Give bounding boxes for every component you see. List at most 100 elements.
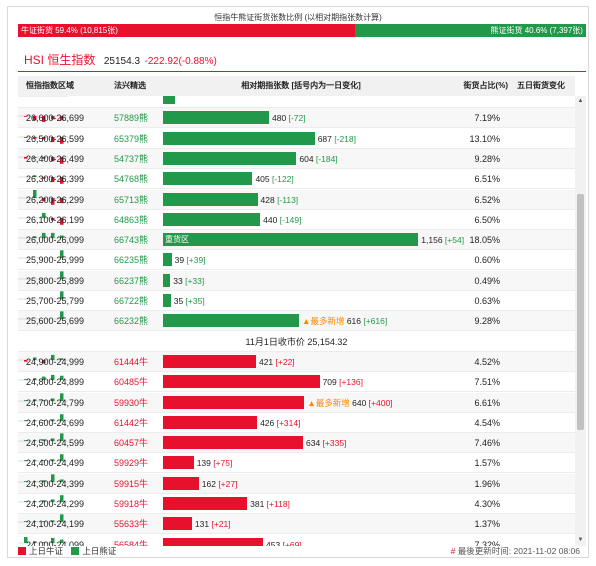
table-row[interactable]: 24,800-24,899 60485牛 709 [+136] 7.51% [18, 372, 575, 393]
cbbc-panel: 恒指牛熊证街货张数比例 (以相对期指张数计算) 牛证街货 59.4% (10,8… [7, 6, 589, 558]
table-row[interactable] [18, 96, 575, 108]
code-link[interactable]: 66722熊 [114, 296, 149, 306]
header-five-day: 五日街货变化 [517, 81, 565, 90]
sparkline-bar [42, 541, 46, 543]
table-row[interactable]: 25,600-25,699 66232熊 ▲最多新增 616 [+616] 9.28% [18, 311, 575, 332]
sparkline-bar [60, 539, 64, 543]
sparkline-bar [60, 291, 64, 299]
sparkline-bar [42, 177, 46, 179]
scrollbar[interactable]: ▲ ▼ [575, 96, 586, 546]
range-cell: 25,900-25,999 [26, 255, 85, 266]
share-pct: 1.37% [474, 519, 500, 530]
sparkline-bar [33, 357, 37, 360]
code-link[interactable]: 59930牛 [114, 397, 149, 408]
scroll-thumb[interactable] [577, 194, 584, 430]
code-link[interactable]: 59929牛 [114, 458, 149, 469]
count-label: 405 [-122] [255, 169, 293, 189]
code-link[interactable]: 55633牛 [114, 519, 149, 530]
code-link[interactable]: 59918牛 [114, 499, 149, 509]
table-row[interactable]: 24,000-24,099 56584牛 453 [+69] 7.32% [18, 535, 575, 546]
table-row[interactable]: 24,200-24,299 59918牛 381 [+118] 4.30% [18, 494, 575, 514]
table-row[interactable]: 26,000-26,099 66743熊 重货区 1,156 [+54] 18.05% [18, 230, 575, 251]
code-link[interactable]: 54737熊 [114, 153, 149, 164]
scroll-up-arrow-icon[interactable]: ▲ [577, 98, 584, 104]
sparkline-bar [51, 232, 55, 239]
sparkline-bar [51, 177, 55, 183]
table-row[interactable]: 26,200-26,299 65713熊 428 [-113] 6.52% [18, 189, 575, 210]
bull-ratio-segment: 牛证街货 59.4% (10,815张) [18, 24, 356, 37]
sparkline-bar [51, 419, 55, 421]
table-body[interactable]: 26,600-26,699 57889熊 480 [-72] 7.19% 26,500-… [18, 96, 575, 546]
code-link[interactable]: 66237熊 [114, 275, 149, 286]
count-value: 428 [260, 194, 275, 205]
range-cell: 24,900-24,999 [26, 356, 85, 367]
table-row[interactable]: 26,300-26,399 54768熊 405 [-122] 6.51% [18, 169, 575, 190]
table-row[interactable]: 25,700-25,799 66722熊 35 [+35] 0.63% [18, 291, 575, 311]
count-value: 640 [352, 397, 367, 408]
sparkline-bar [60, 136, 64, 144]
table-row[interactable]: 24,600-24,699 61442牛 426 [+314] 4.54% [18, 413, 575, 433]
five-day-sparkline [18, 495, 68, 503]
last-updated: # 最後更新时间: 2021-11-02 08:06 [451, 545, 580, 557]
count-change: [-218] [331, 133, 356, 144]
share-pct: 0.63% [474, 296, 500, 306]
table-row[interactable]: 25,900-25,999 66235熊 39 [+39] 0.60% [18, 250, 575, 271]
code-link[interactable]: 61444牛 [114, 356, 149, 367]
count-label: 139 [+75] [197, 453, 233, 473]
range-cell: 26,000-26,099 [26, 235, 85, 246]
range-cell: 25,800-25,899 [26, 275, 85, 286]
share-pct: 9.28% [474, 153, 500, 164]
code-link[interactable]: 66232熊 [114, 316, 149, 327]
sparkline-bar [60, 177, 64, 184]
count-label: 480 [-72] [272, 108, 306, 128]
code-link[interactable]: 57889熊 [114, 113, 149, 124]
sparkline-bar [51, 116, 55, 120]
sparkline-bar [33, 460, 37, 462]
table-row[interactable]: 26,100-26,199 64863熊 440 [-149] 6.50% [18, 210, 575, 230]
table-row[interactable]: 26,600-26,699 57889熊 480 [-72] 7.19% [18, 108, 575, 129]
count-bar [163, 395, 305, 409]
range-cell: 25,600-25,699 [26, 316, 85, 327]
code-link[interactable]: 64863熊 [114, 214, 149, 225]
code-link[interactable]: 66235熊 [114, 255, 149, 266]
table-row[interactable]: 26,400-26,499 54737熊 604 [-184] 9.28% [18, 148, 575, 169]
header-count: 相对期指张数 [括号内为一日变化] [241, 81, 361, 90]
share-pct: 0.60% [474, 255, 500, 266]
table-row[interactable]: 26,500-26,599 65379熊 687 [-218] 13.10% [18, 129, 575, 149]
sparkline-bar [42, 419, 46, 421]
sparkline-bar [51, 397, 55, 401]
code-link[interactable]: 59915牛 [114, 478, 149, 489]
count-bar [163, 111, 269, 125]
code-link[interactable]: 61442牛 [114, 417, 149, 428]
count-change: [+21] [209, 519, 231, 530]
table-row[interactable]: 25,800-25,899 66237熊 33 [+33] 0.49% [18, 270, 575, 291]
table-row[interactable]: 24,900-24,999 61444牛 421 [+22] 4.52% [18, 351, 575, 372]
code-link[interactable]: 60457牛 [114, 438, 149, 449]
close-price-row: 11月1日收市价 25,154.32 [18, 332, 575, 352]
sparkline-bar [51, 197, 55, 205]
legend: 上日牛证 上日熊证 [18, 545, 116, 557]
table-row[interactable]: 24,100-24,199 55633牛 131 [+21] 1.37% [18, 514, 575, 535]
table-header: 恒指指数区域 法兴精选 相对期指张数 [括号内为一日变化] 街货占比(%) 五日… [18, 76, 575, 96]
table-row[interactable]: 24,300-24,399 59915牛 162 [+27] 1.96% [18, 473, 575, 494]
sparkline-bar [60, 413, 64, 421]
hsi-name[interactable]: HSI 恒生指数 [24, 53, 96, 67]
sparkline-bar [51, 375, 55, 381]
range-cell: 26,400-26,499 [26, 153, 85, 164]
sparkline-bar [60, 514, 64, 523]
count-change: [+75] [210, 458, 233, 469]
table-row[interactable]: 24,500-24,599 60457牛 634 [+335] 7.46% [18, 433, 575, 454]
code-link[interactable]: 66743熊 [114, 235, 149, 246]
count-label: 33 [+33] [173, 271, 204, 291]
five-day-sparkline [18, 136, 68, 144]
code-link[interactable]: 65379熊 [114, 133, 149, 144]
table-row[interactable]: 24,400-24,499 59929牛 139 [+75] 1.57% [18, 453, 575, 474]
table-row[interactable]: 24,700-24,799 59930牛 ▲最多新增 640 [+400] 6.61% [18, 392, 575, 413]
bull-legend-label: 上日牛证 [29, 546, 64, 556]
scroll-down-arrow-icon[interactable]: ▼ [577, 537, 584, 543]
code-link[interactable]: 56584牛 [114, 539, 149, 546]
code-link[interactable]: 54768熊 [114, 174, 149, 185]
sparkline-bar [24, 460, 28, 462]
code-link[interactable]: 60485牛 [114, 377, 149, 388]
code-link[interactable]: 65713熊 [114, 194, 149, 205]
